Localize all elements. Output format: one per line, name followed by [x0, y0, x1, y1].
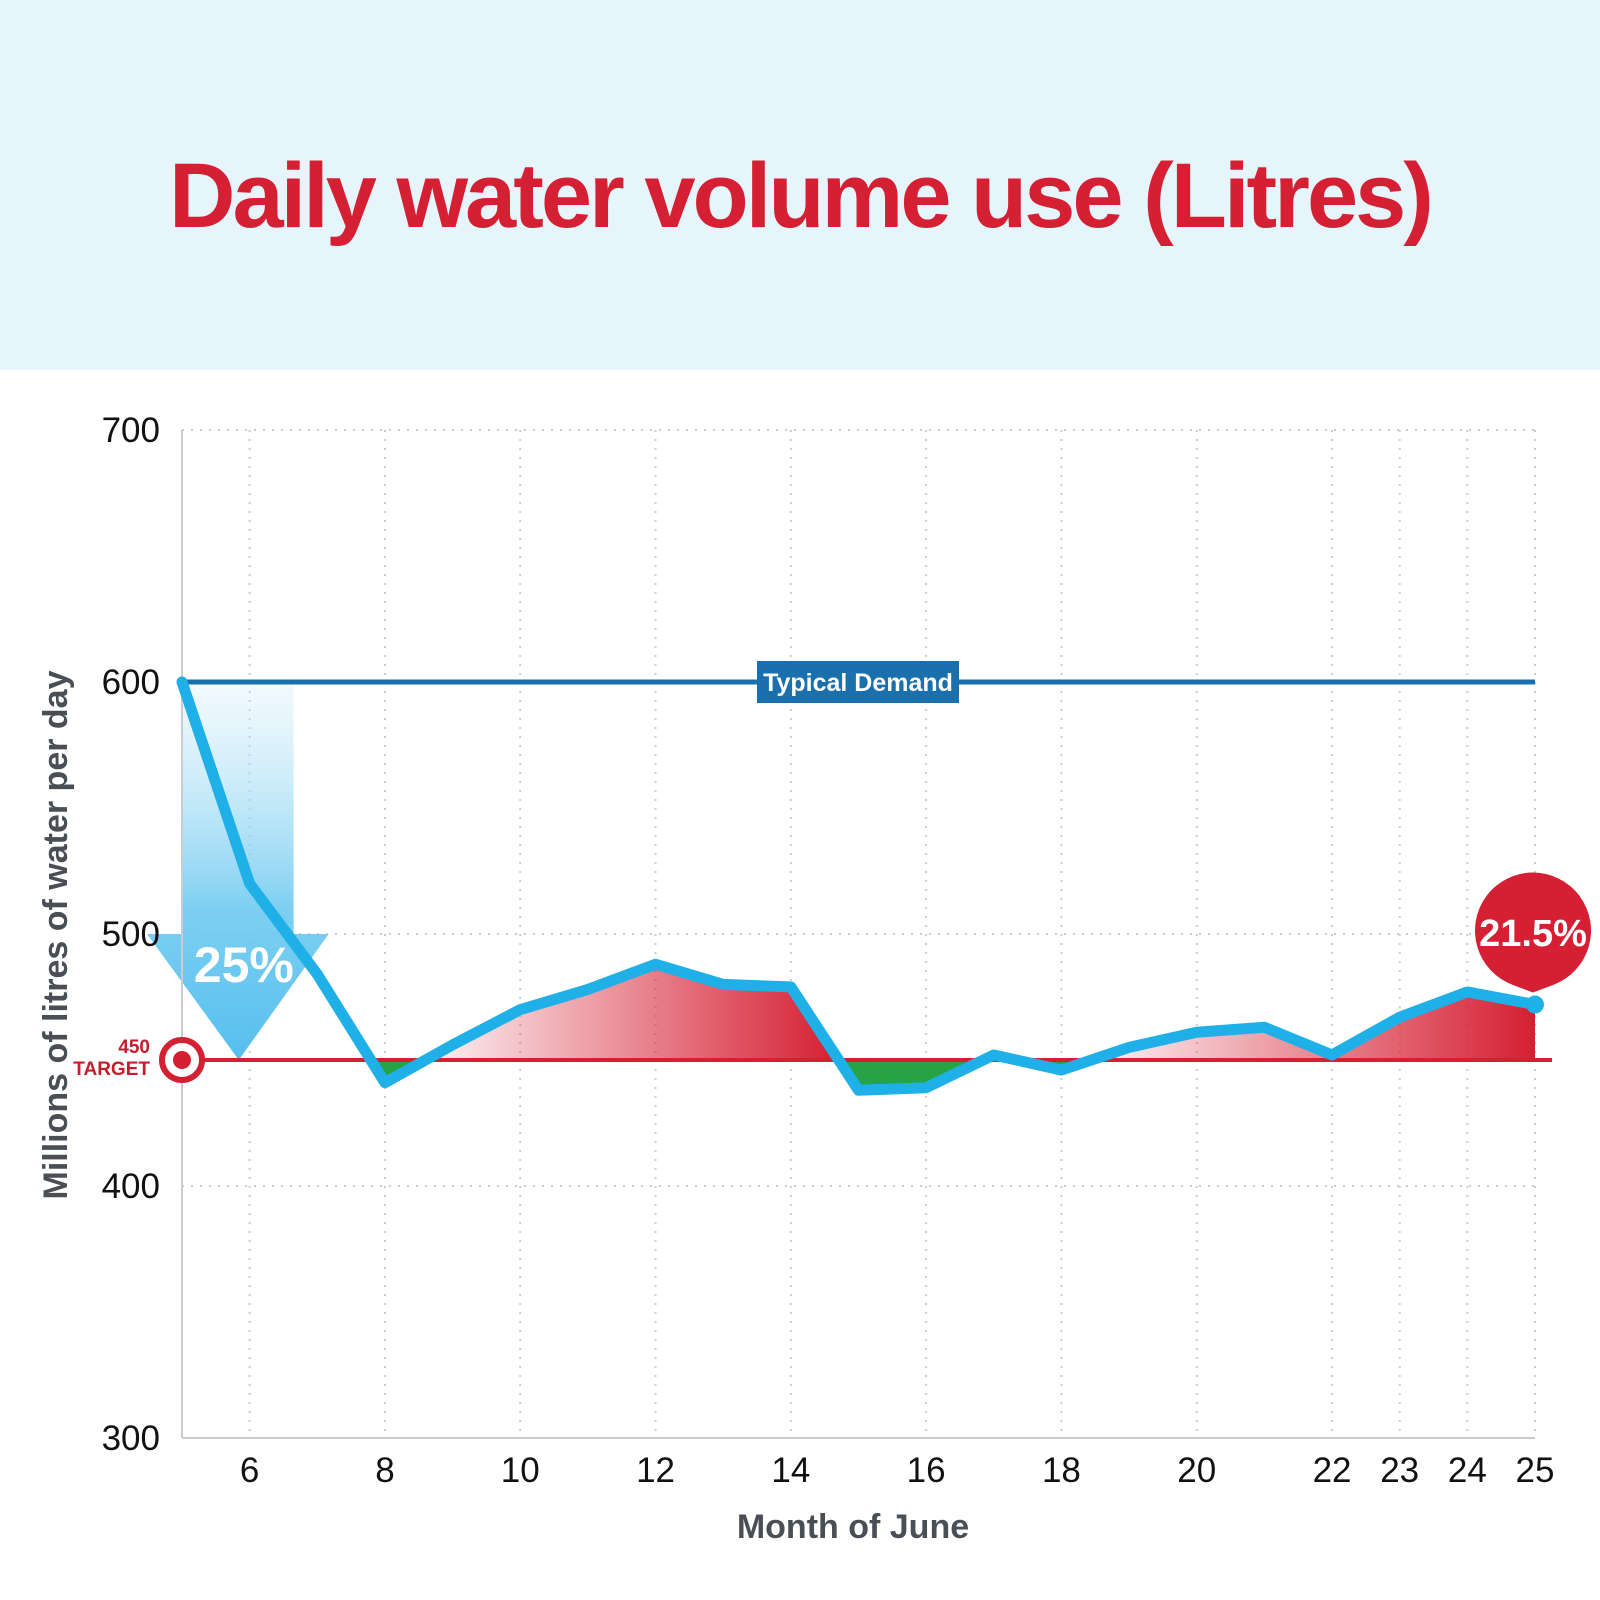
- latest-bubble-shape: [1474, 872, 1591, 993]
- x-tick-label: 22: [1313, 1451, 1352, 1490]
- x-tick-label: 23: [1380, 1451, 1419, 1490]
- latest-percent-label: 21.5%: [1479, 913, 1587, 955]
- typical-demand-badge: [757, 661, 959, 703]
- y-tick-label: 600: [102, 663, 160, 702]
- x-tick-label: 6: [240, 1451, 259, 1490]
- y-tick-label: 400: [102, 1167, 160, 1206]
- reduction-arrow: 25%: [147, 682, 329, 1060]
- below-target-fill: [838, 1060, 984, 1091]
- x-tick-label: 25: [1516, 1451, 1555, 1490]
- series-line: [176, 676, 1541, 1096]
- grid: [182, 429, 1536, 1439]
- latest-value-bubble: 21.5%: [1474, 872, 1591, 1014]
- x-tick-label: 12: [636, 1451, 675, 1490]
- target-value-label: 450: [118, 1037, 150, 1058]
- x-tick-label: 8: [375, 1451, 394, 1490]
- x-tick-label: 24: [1448, 1451, 1487, 1490]
- target-icon-center: [173, 1051, 191, 1069]
- x-tick-label: 10: [501, 1451, 540, 1490]
- x-tick-label: 16: [907, 1451, 946, 1490]
- reduction-percent-label: 25%: [194, 937, 294, 993]
- reference-lines: Typical Demand: [182, 661, 1552, 1062]
- axes: 300 400 500 600 700 6 8 10 12 14 16 18 20 22 23 24 25: [102, 411, 1555, 1490]
- latest-point-dot: [1526, 995, 1544, 1014]
- typical-demand-label: Typical Demand: [763, 669, 953, 697]
- target-marker: 450 TARGET: [73, 1037, 205, 1083]
- reduction-arrow-shape: [147, 682, 329, 1060]
- header-band: [0, 0, 1600, 370]
- y-axis-title: Millions of litres of water per day: [37, 670, 75, 1199]
- x-tick-label: 18: [1042, 1451, 1081, 1490]
- y-tick-label: 700: [102, 411, 160, 450]
- x-tick-label: 14: [771, 1451, 810, 1490]
- target-text-label: TARGET: [73, 1059, 150, 1080]
- y-tick-label: 500: [102, 915, 160, 954]
- x-tick-label: 20: [1177, 1451, 1216, 1490]
- y-tick-label: 300: [102, 1419, 160, 1458]
- x-axis-title: Month of June: [737, 1508, 969, 1546]
- chart-title: Daily water volume use (Litres): [169, 145, 1434, 247]
